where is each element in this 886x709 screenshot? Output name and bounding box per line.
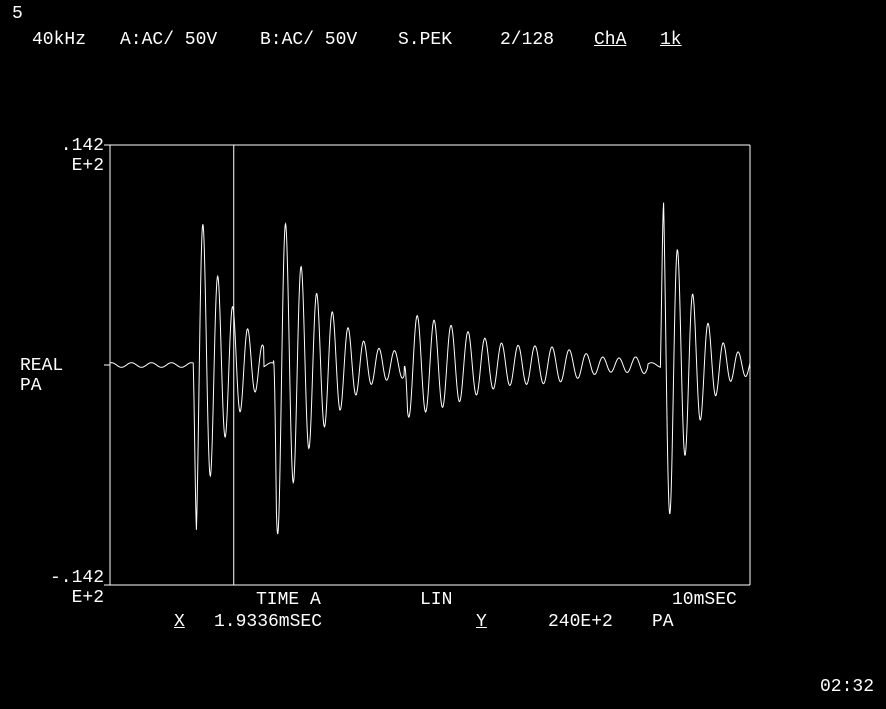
oscilloscope-chart: [0, 0, 886, 709]
